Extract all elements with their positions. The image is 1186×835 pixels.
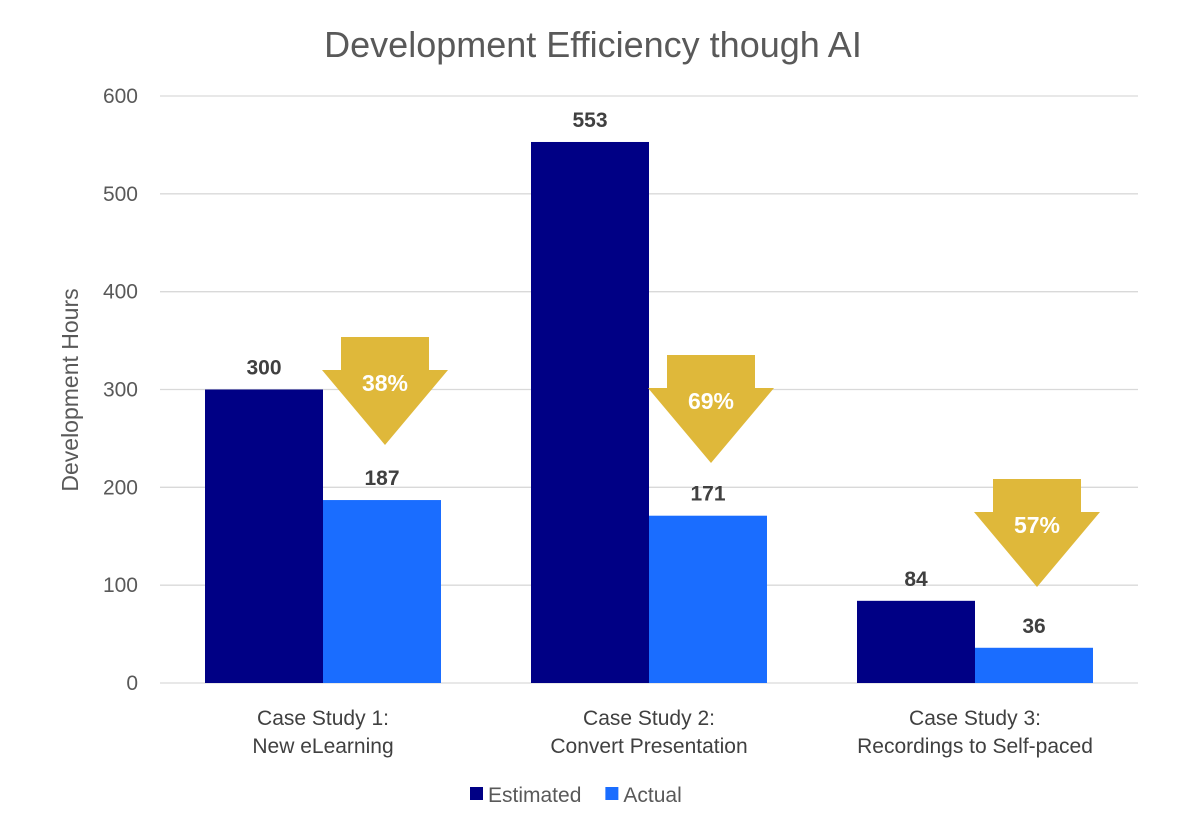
x-tick-label: Case Study 3: (909, 707, 1041, 730)
x-tick-label: Convert Presentation (550, 735, 747, 758)
x-tick-label: Recordings to Self-paced (857, 735, 1093, 758)
y-tick-label: 600 (103, 85, 138, 108)
bar-actual (649, 515, 767, 683)
down-arrow-annotation (648, 355, 774, 463)
y-axis-label: Development Hours (57, 288, 83, 491)
chart-title: Development Efficiency though AI (324, 24, 862, 65)
y-tick-label: 300 (103, 379, 138, 402)
bar-estimated (531, 141, 649, 683)
y-tick-label: 400 (103, 281, 138, 304)
y-tick-label: 100 (103, 574, 138, 597)
bar-estimated (205, 389, 323, 683)
legend-label-actual: Actual (623, 784, 681, 807)
reduction-percent-label: 57% (1014, 512, 1060, 538)
bar-actual (323, 500, 441, 683)
x-tick-label: Case Study 2: (583, 707, 715, 730)
data-label: 84 (904, 568, 928, 591)
data-label: 187 (364, 467, 399, 490)
data-label: 300 (246, 357, 281, 380)
down-arrow-annotation (974, 479, 1100, 587)
data-label: 36 (1022, 615, 1045, 638)
bar-actual (975, 647, 1093, 683)
reduction-percent-label: 69% (688, 388, 734, 414)
legend-swatch-actual (605, 787, 619, 800)
down-arrow-annotation (322, 337, 448, 445)
y-tick-label: 0 (126, 672, 138, 695)
bar-estimated (857, 600, 975, 683)
x-tick-label: Case Study 1: (257, 707, 389, 730)
y-tick-label: 200 (103, 476, 138, 499)
y-tick-label: 500 (103, 183, 138, 206)
data-label: 553 (572, 109, 607, 132)
legend-swatch-estimated (470, 787, 483, 800)
legend-label-estimated: Estimated (488, 784, 581, 807)
x-tick-label: New eLearning (252, 735, 393, 758)
data-label: 171 (690, 483, 725, 506)
reduction-percent-label: 38% (362, 370, 408, 396)
